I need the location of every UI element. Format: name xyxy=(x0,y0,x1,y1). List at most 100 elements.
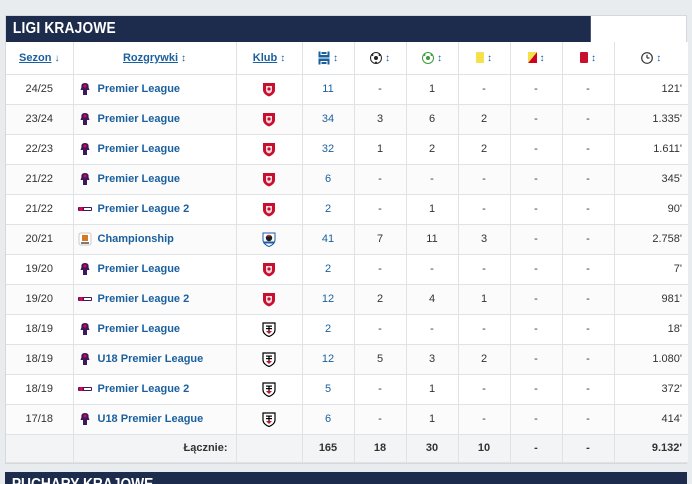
blackburn-crest-icon[interactable] xyxy=(262,232,276,247)
appearances-link[interactable]: 34 xyxy=(321,113,335,125)
liverpool-crest-icon[interactable] xyxy=(262,142,276,157)
premier-league-2-logo-icon xyxy=(77,207,92,211)
competition-cell: Premier League 2 xyxy=(73,194,237,225)
sort-icon[interactable]: ↕ xyxy=(539,52,545,64)
appearances-link[interactable]: 11 xyxy=(322,83,334,95)
liverpool-crest-icon[interactable] xyxy=(262,262,276,277)
total-appearances: 165 xyxy=(302,434,355,463)
sort-icon[interactable]: ↕ xyxy=(385,52,390,64)
club-cell xyxy=(236,344,303,375)
sort-icon[interactable]: ↕ xyxy=(487,52,492,64)
goals-column-header[interactable]: ↕ xyxy=(354,42,407,75)
fulham-crest-icon[interactable] xyxy=(262,351,276,367)
sort-icon[interactable]: ↕ xyxy=(437,52,442,64)
competition-link[interactable]: Premier League xyxy=(97,323,181,335)
red-cards-cell: - xyxy=(562,134,615,165)
minutes-cell: 2.758' xyxy=(614,224,688,255)
second-yellow-cell: - xyxy=(510,74,563,105)
fulham-crest-icon[interactable] xyxy=(262,411,276,427)
premier-league-logo-icon xyxy=(80,353,89,365)
assists-column-header[interactable]: ↕ xyxy=(406,42,459,75)
totals-row: Łącznie: 165 18 30 10 - - 9.132' xyxy=(6,434,688,463)
sort-icon[interactable]: ↕ xyxy=(656,52,662,64)
season-cell: 21/22 xyxy=(6,164,74,195)
premier-league-logo-icon xyxy=(80,83,89,95)
liverpool-crest-icon[interactable] xyxy=(262,82,276,97)
liverpool-crest-icon[interactable] xyxy=(262,172,276,187)
yellow-cards-cell: 1 xyxy=(458,284,511,315)
competition-cell: Championship xyxy=(73,224,237,255)
pitch-icon xyxy=(318,50,330,65)
season-cell: 18/19 xyxy=(6,374,74,405)
competition-link[interactable]: U18 Premier League xyxy=(97,353,204,365)
competition-cell: Premier League xyxy=(73,164,237,195)
sort-icon[interactable]: ↕ xyxy=(280,52,286,64)
sort-desc-icon[interactable]: ↓ xyxy=(54,52,60,64)
assists-cell: - xyxy=(406,254,459,285)
competition-link[interactable]: Premier League xyxy=(97,83,181,95)
fulham-crest-icon[interactable] xyxy=(262,321,276,337)
season-header-label[interactable]: Sezon xyxy=(19,51,52,64)
appearances-link[interactable]: 6 xyxy=(324,413,332,425)
season-cell: 20/21 xyxy=(6,224,74,255)
club-column-header[interactable]: Klub ↕ xyxy=(236,42,303,75)
competition-link[interactable]: Premier League xyxy=(97,263,181,275)
liverpool-crest-icon[interactable] xyxy=(262,292,276,307)
sort-icon[interactable]: ↕ xyxy=(181,52,186,64)
fulham-crest-icon[interactable] xyxy=(262,381,276,397)
appearances-link[interactable]: 2 xyxy=(324,203,332,215)
red-cards-column-header[interactable]: ↕ xyxy=(562,42,615,75)
yellow-cards-cell: - xyxy=(458,314,511,345)
competition-link[interactable]: Premier League xyxy=(97,113,181,125)
season-cell: 19/20 xyxy=(6,284,74,315)
competition-link[interactable]: U18 Premier League xyxy=(97,413,204,425)
yellow-cards-cell: - xyxy=(458,194,511,225)
goals-cell: 1 xyxy=(354,134,407,165)
season-cell: 24/25 xyxy=(6,74,74,105)
second-yellow-cell: - xyxy=(510,254,563,285)
appearances-link[interactable]: 12 xyxy=(321,293,335,305)
competition-link[interactable]: Premier League 2 xyxy=(97,203,190,215)
appearances-link[interactable]: 12 xyxy=(321,353,335,365)
red-card-icon xyxy=(580,52,588,64)
appearances-cell: 41 xyxy=(302,224,355,255)
appearances-link[interactable]: 41 xyxy=(321,233,335,245)
appearances-link[interactable]: 2 xyxy=(324,323,332,335)
club-header-label[interactable]: Klub xyxy=(252,51,278,64)
competition-header-label[interactable]: Rozgrywki xyxy=(122,51,178,64)
season-column-header[interactable]: Sezon ↓ xyxy=(6,42,74,75)
red-cards-cell: - xyxy=(562,314,615,345)
table-body: 24/25 Premier League 11-1- - -121' 23/24 Premi… xyxy=(6,74,688,435)
red-cards-cell: - xyxy=(562,194,615,225)
red-cards-cell: - xyxy=(562,374,615,405)
minutes-cell: 414' xyxy=(614,404,688,435)
second-yellow-column-header[interactable]: ↕ xyxy=(510,42,563,75)
sort-icon[interactable]: ↕ xyxy=(591,52,596,64)
competition-link[interactable]: Premier League xyxy=(97,173,181,185)
total-yellow-cards: 10 xyxy=(458,434,511,463)
goals-cell: - xyxy=(354,314,407,345)
second-yellow-card-icon xyxy=(527,52,537,64)
appearances-link[interactable]: 6 xyxy=(324,173,332,185)
premier-league-logo-icon xyxy=(80,323,89,335)
yellow-cards-column-header[interactable]: ↕ xyxy=(458,42,511,75)
minutes-column-header[interactable]: ↕ xyxy=(614,42,688,75)
competition-link[interactable]: Premier League 2 xyxy=(97,383,190,395)
appearances-link[interactable]: 5 xyxy=(324,383,332,395)
total-red-cards: - xyxy=(562,434,615,463)
liverpool-crest-icon[interactable] xyxy=(262,202,276,217)
appearances-cell: 32 xyxy=(302,134,355,165)
minutes-cell: 372' xyxy=(614,374,688,405)
competition-column-header[interactable]: Rozgrywki ↕ xyxy=(73,42,237,75)
appearances-column-header[interactable]: ↕ xyxy=(302,42,355,75)
appearances-link[interactable]: 32 xyxy=(321,143,335,155)
second-yellow-cell: - xyxy=(510,194,563,225)
sort-icon[interactable]: ↕ xyxy=(333,52,338,64)
competition-link[interactable]: Championship xyxy=(97,233,174,245)
appearances-link[interactable]: 2 xyxy=(324,263,332,275)
competition-link[interactable]: Premier League xyxy=(97,143,181,155)
liverpool-crest-icon[interactable] xyxy=(262,112,276,127)
goals-cell: - xyxy=(354,254,407,285)
competition-link[interactable]: Premier League 2 xyxy=(97,293,190,305)
competition-cell: Premier League xyxy=(73,104,237,135)
